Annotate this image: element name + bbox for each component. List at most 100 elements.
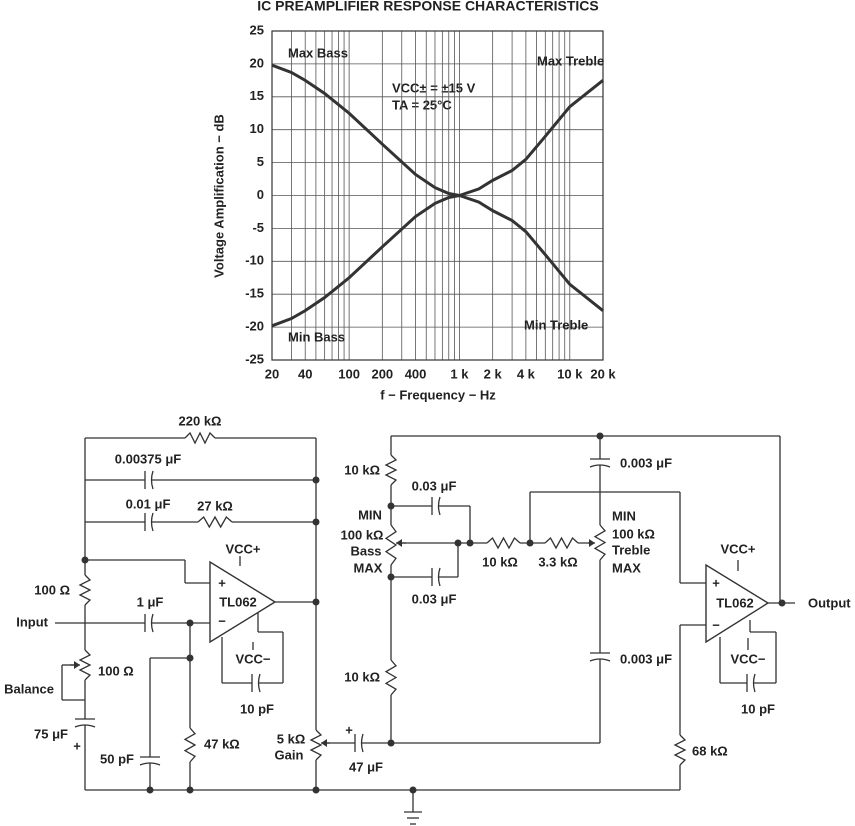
component-label: − [218, 613, 226, 628]
resistor [384, 524, 398, 566]
junction [186, 654, 194, 662]
junction [409, 786, 417, 794]
component-label: VCC− [730, 651, 765, 666]
series-line [271, 194, 460, 328]
junction [146, 786, 154, 794]
component-label: 1 μF [137, 594, 164, 609]
component-label: 100 Ω [34, 582, 70, 597]
arrowhead [74, 661, 80, 669]
component-label: 10 kΩ [344, 669, 380, 684]
gap [384, 660, 398, 695]
y-axis-label: Voltage Amplification − dB [211, 114, 226, 278]
gap [145, 621, 151, 625]
component-label: MAX [612, 560, 641, 575]
component-label: VCC+ [225, 541, 260, 556]
y-tick-label: 25 [250, 22, 264, 37]
gap [183, 728, 197, 762]
arrowhead [589, 539, 595, 547]
y-tick-label: -5 [252, 220, 264, 235]
junction [312, 476, 320, 484]
y-tick-label: -20 [245, 319, 264, 334]
annotation: TA = 25°C [392, 97, 452, 112]
series-line [458, 79, 604, 197]
y-tick-label: 0 [257, 187, 264, 202]
gap [598, 653, 602, 659]
gap [198, 515, 232, 529]
x-tick-label: 100 [338, 366, 360, 381]
junction [596, 432, 604, 440]
component-label: 0.00375 μF [115, 451, 182, 466]
gap [83, 719, 87, 725]
junction [312, 598, 320, 606]
junction [81, 556, 89, 564]
junction [186, 786, 194, 794]
x-tick-label: 20 k [590, 366, 616, 381]
component-label: 50 pF [100, 751, 134, 766]
x-tick-label: 2 k [484, 366, 503, 381]
series-label: Max Treble [537, 53, 604, 68]
component-label: 100 kΩ [341, 527, 384, 542]
series-line [271, 63, 460, 197]
series-label: Max Bass [288, 45, 348, 60]
junction [526, 539, 534, 547]
component-label: Treble [612, 542, 650, 557]
series-label: Min Bass [288, 329, 345, 344]
y-tick-label: -15 [245, 286, 264, 301]
component-label: Output [808, 595, 851, 610]
component-label: 47 μF [349, 759, 383, 774]
gap [145, 520, 151, 524]
junction [387, 573, 395, 581]
component-label: Gain [275, 747, 304, 762]
gap [487, 536, 520, 550]
capacitor [150, 613, 154, 633]
component-label: TL062 [716, 595, 754, 610]
junction [454, 539, 462, 547]
gap [673, 735, 687, 765]
component-label: 27 kΩ [197, 498, 233, 513]
resistor [309, 729, 323, 761]
component-label: + [218, 575, 226, 590]
component-label: MAX [354, 560, 383, 575]
y-tick-label: -10 [245, 253, 264, 268]
junction [778, 599, 786, 607]
capacitor [437, 496, 441, 516]
capacitor [589, 658, 611, 662]
capacitor [150, 470, 154, 490]
op-amp [705, 563, 770, 644]
arrowhead [321, 739, 327, 747]
x-tick-label: 200 [371, 366, 393, 381]
component-label: 10 pF [741, 701, 775, 716]
series-line [458, 194, 604, 312]
component-label: 0.03 μF [412, 591, 457, 606]
resistor [673, 734, 687, 766]
gap [384, 455, 398, 485]
gap [145, 478, 151, 482]
x-axis-label: f − Frequency − Hz [380, 387, 496, 402]
component-label: 0.01 μF [126, 496, 171, 511]
capacitor [74, 724, 96, 728]
gap [545, 536, 578, 550]
component-label: MIN [612, 508, 636, 523]
resistor [384, 454, 398, 486]
capacitor [752, 673, 756, 693]
y-tick-label: -25 [245, 351, 264, 366]
y-tick-label: 15 [250, 88, 264, 103]
chart-title: IC PREAMPLIFIER RESPONSE CHARACTERISTICS [257, 0, 598, 14]
x-tick-label: 20 [265, 366, 279, 381]
resistor [184, 431, 216, 445]
capacitor [150, 512, 154, 532]
component-label: 0.003 μF [620, 455, 672, 470]
gap [598, 459, 602, 465]
component-label: 0.003 μF [620, 651, 672, 666]
component-label: VCC− [235, 651, 270, 666]
gap [432, 575, 438, 579]
component-label: TL062 [219, 594, 257, 609]
capacitor [257, 673, 261, 693]
junction [387, 502, 395, 510]
gap [252, 681, 258, 685]
resistor [544, 536, 579, 550]
component-label: Balance [4, 681, 54, 696]
junction [312, 518, 320, 526]
component-label: 47 kΩ [204, 736, 240, 751]
